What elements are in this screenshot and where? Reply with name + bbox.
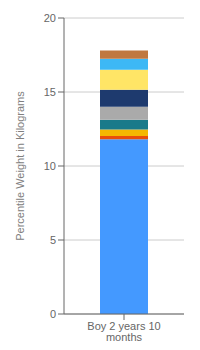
svg-text:Boy 2 years 10months: Boy 2 years 10months <box>87 320 160 342</box>
svg-text:15: 15 <box>44 86 56 98</box>
svg-text:0: 0 <box>50 308 56 320</box>
svg-text:5: 5 <box>50 234 56 246</box>
svg-text:20: 20 <box>44 12 56 24</box>
svg-text:Percentile Weight in Kilograms: Percentile Weight in Kilograms <box>14 91 26 241</box>
svg-text:10: 10 <box>44 160 56 172</box>
